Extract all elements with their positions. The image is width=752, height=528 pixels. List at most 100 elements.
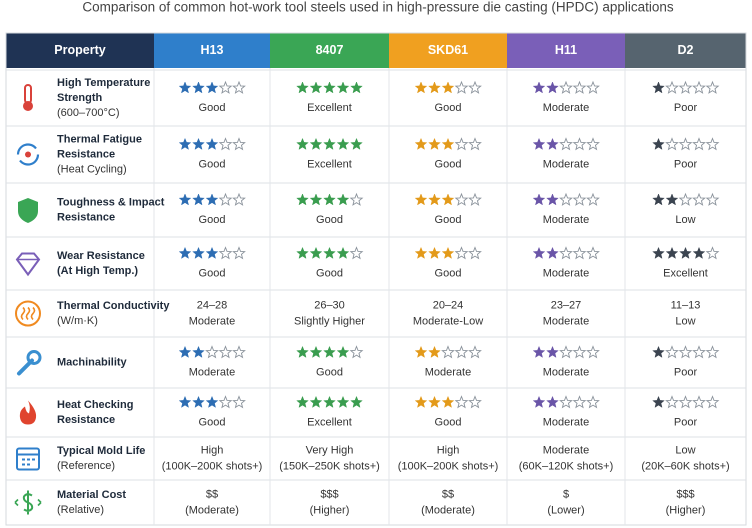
star [559,395,573,409]
star [178,246,192,259]
cell-text: Moderate-Low [413,315,483,327]
star [705,137,720,151]
star [232,137,246,151]
star-rating [296,137,363,150]
star [546,137,559,150]
star-rating [296,192,364,206]
star [652,246,665,259]
star-rating [532,137,600,151]
star [428,345,441,358]
star [692,137,706,151]
header-cell [389,33,507,68]
star-rating [652,137,720,151]
star [323,137,336,150]
cell-text: (60K–120K shots+) [519,460,613,472]
cell-text: 11–13 [671,299,701,311]
star-rating [652,345,720,359]
cell-text: $$ [442,488,454,500]
star [559,80,573,94]
header-cell [154,33,270,68]
star-rating [178,246,246,260]
star [205,193,219,206]
star [178,345,192,358]
property-label: (W/m·K) [57,315,98,327]
star [586,345,600,359]
star [336,246,350,259]
star [296,137,309,150]
star [546,246,559,259]
star [232,192,246,206]
star [309,193,323,206]
star [336,345,350,358]
star [178,81,192,94]
cell-text: Moderate [543,416,589,428]
star-rating [652,395,720,409]
cell-text: Moderate [425,366,471,378]
header-label: D2 [678,43,694,57]
cell-text: Moderate [543,214,589,226]
cell-text: Good [435,158,462,170]
header-label: 8407 [316,43,344,57]
star [454,246,469,260]
star [705,80,720,94]
star [454,137,469,151]
cell-text: (Higher) [666,504,706,516]
star-rating [414,395,482,409]
property-label: Thermal Fatigue [57,133,142,145]
row-icon [15,300,41,327]
star [309,395,323,408]
star [665,137,679,151]
star [192,193,205,206]
star [232,80,246,94]
property-label: High Temperature [57,77,150,89]
cell-text: Good [199,416,226,428]
star [414,345,428,358]
star [232,345,246,359]
cell-text: Slightly Higher [294,315,365,327]
cell-text: Moderate [543,102,589,114]
star [678,137,693,151]
star [336,81,350,94]
star [232,246,246,260]
star [205,345,219,359]
header-cell [625,33,746,68]
star-rating [532,192,600,206]
header-cell [6,33,154,68]
table-border [5,32,747,526]
star [532,345,546,358]
star-rating [414,345,482,359]
star [441,395,455,408]
star [652,81,665,94]
star [454,80,469,94]
star [205,395,219,408]
star [454,395,469,409]
star [692,246,706,259]
header-label: Property [54,43,105,57]
star-rating [296,81,363,94]
star [336,137,350,150]
cell-text: 20–24 [433,299,464,311]
star [218,192,233,206]
star [692,345,706,359]
star [205,137,219,150]
cell-text: (Moderate) [185,504,239,516]
star [572,192,587,206]
star-rating [414,137,482,151]
cell-text: Moderate [543,444,589,456]
star-rating [414,246,482,260]
star-rating [532,246,600,260]
row-icon [15,252,41,277]
star [323,81,336,94]
property-label: (Relative) [57,504,104,516]
star [652,395,665,408]
cell-text: Moderate [543,366,589,378]
star [559,137,573,151]
star [350,395,363,408]
star [414,81,428,94]
cell-text: 26–30 [314,299,345,311]
star [414,137,428,150]
star [572,137,587,151]
cell-text: Good [199,267,226,279]
star [546,193,559,206]
star [441,246,455,259]
